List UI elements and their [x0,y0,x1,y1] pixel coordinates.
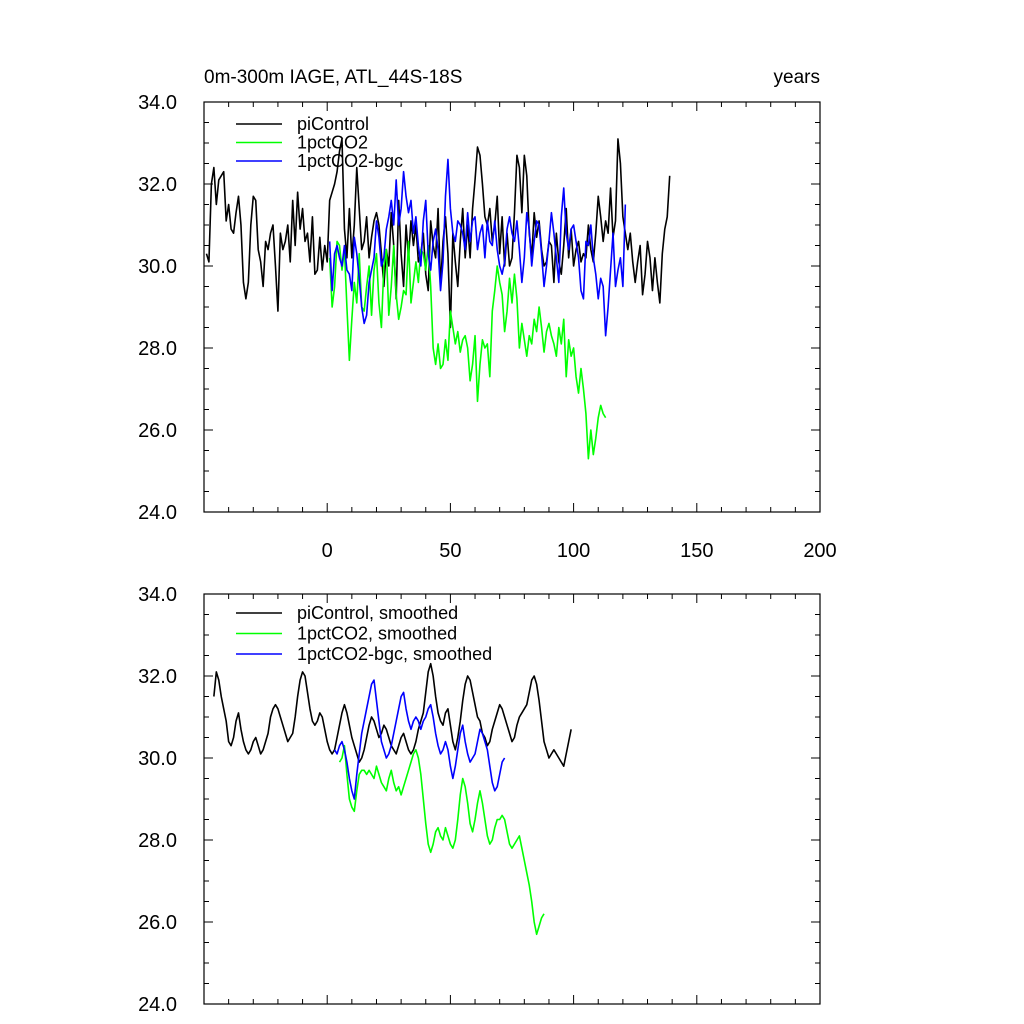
y-tick-labels: 24.0 26.0 28.0 30.0 32.0 34.0 [138,584,177,1016]
y-tick-label: 24.0 [138,994,177,1016]
series-line-1pctco2-bgc-smoothed [333,679,506,800]
series-line-picontrol-smoothed [213,662,572,768]
bottom-panel: 24.0 26.0 28.0 30.0 32.0 34.0 piControl, smoo… [138,584,821,1016]
y-tick-labels: 24.0 26.0 28.0 30.0 32.0 34.0 [138,92,177,524]
tick-marks [203,593,821,1005]
y-tick-label: 34.0 [138,92,177,114]
series-lines [213,662,572,936]
x-tick-label: 100 [557,540,590,562]
series-line-1pctco2 [328,240,607,460]
series-line-picontrol [205,138,671,329]
y-tick-label: 34.0 [138,584,177,606]
top-panel: 0m-300m IAGE, ATL_44S-18S years 24.0 26.0… [138,67,837,562]
tick-marks [203,101,821,513]
series-line-1pctco2-smoothed [338,744,545,936]
y-tick-label: 28.0 [138,338,177,360]
y-tick-label: 32.0 [138,666,177,688]
units-label: years [774,67,820,88]
y-tick-label: 24.0 [138,502,177,524]
legend-label: 1pctCO2, smoothed [297,624,457,644]
x-tick-label: 50 [439,540,461,562]
y-tick-label: 26.0 [138,912,177,934]
y-tick-label: 26.0 [138,420,177,442]
x-tick-label: 200 [803,540,836,562]
legend-label: 1pctCO2-bgc [297,151,403,171]
y-tick-label: 28.0 [138,830,177,852]
legend-label: piControl, smoothed [297,603,458,623]
y-tick-label: 32.0 [138,174,177,196]
x-tick-label: 0 [322,540,333,562]
legend-label: 1pctCO2-bgc, smoothed [297,644,492,664]
legend-label: 1pctCO2 [297,133,368,153]
x-tick-labels: 0 50 100 150 200 [322,540,837,562]
series-lines [205,138,671,460]
series-line-1pctco2-bgc [328,158,627,337]
y-tick-label: 30.0 [138,748,177,770]
chart-title: 0m-300m IAGE, ATL_44S-18S [204,67,462,88]
x-tick-label: 150 [680,540,713,562]
y-tick-label: 30.0 [138,256,177,278]
legend-label: piControl [297,114,369,134]
